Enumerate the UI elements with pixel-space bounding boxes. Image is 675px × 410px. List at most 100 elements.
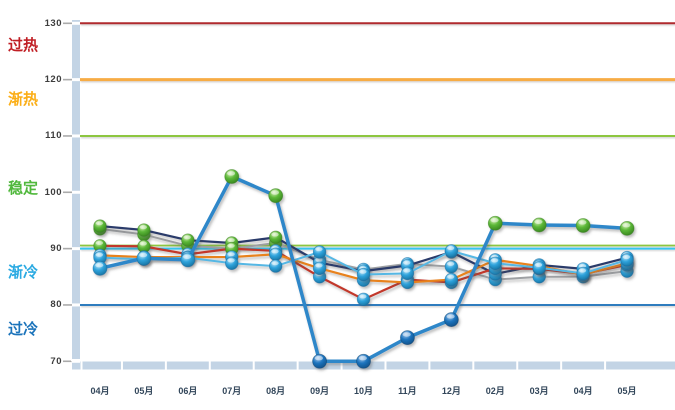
x-axis-band (72, 361, 675, 370)
marker-gloss (315, 247, 323, 252)
y-band-gap (72, 134, 80, 138)
data-series-layer (92, 169, 635, 369)
zone-label: 渐冷 (8, 263, 39, 281)
marker-gloss (227, 171, 236, 176)
y-tick-mark (63, 304, 72, 306)
zone-label: 稳定 (8, 179, 39, 197)
x-tick-label-4: 08月 (266, 386, 286, 396)
y-tick-mark (63, 191, 72, 194)
marker-gloss (447, 246, 455, 251)
x-tick-label-3: 07月 (222, 386, 242, 396)
x-band-gap (208, 361, 211, 370)
marker-gloss (622, 255, 631, 260)
zone-label: 过冷 (8, 320, 39, 338)
x-band-gap (340, 361, 343, 370)
marker-gloss (95, 262, 104, 268)
marker-gloss (578, 220, 587, 225)
marker-gloss (359, 294, 367, 299)
y-tick-label-120: 120 (44, 74, 62, 86)
marker-gloss (578, 268, 587, 273)
x-band-gap (604, 361, 607, 370)
marker-gloss (95, 252, 104, 257)
series-lightblue-index (93, 244, 634, 282)
marker-gloss (359, 269, 367, 274)
corner-gap (71, 359, 81, 362)
marker-gloss (271, 232, 279, 237)
marker-gloss (315, 257, 323, 262)
marker-gloss (403, 260, 411, 265)
x-band-gap (384, 361, 387, 370)
marker-gloss (358, 355, 367, 361)
y-tick-mark (63, 360, 72, 363)
x-tick-label-10: 03月 (529, 386, 549, 396)
x-tick-label-5: 09月 (310, 386, 330, 396)
marker-gloss (490, 217, 499, 223)
x-band-gap (516, 361, 519, 370)
marker-gloss (183, 254, 192, 259)
marker-gloss (447, 274, 455, 279)
marker-gloss (227, 238, 235, 243)
y-tick-label-110: 110 (45, 130, 62, 142)
y-tick-label-130: 130 (44, 17, 62, 29)
marker-gloss (622, 222, 631, 228)
marker-gloss (534, 262, 543, 267)
marker-gloss (446, 314, 455, 319)
x-band-gap (164, 361, 167, 370)
marker-gloss (139, 252, 148, 258)
y-axis-band (72, 20, 80, 359)
y-band-gap (72, 190, 80, 194)
y-band-gap (72, 247, 80, 251)
marker-gloss (227, 243, 235, 248)
y-tick-mark (63, 78, 72, 81)
x-tick-label-11: 04月 (573, 386, 593, 396)
y-tick-label-100: 100 (44, 186, 62, 198)
marker-gloss (271, 249, 279, 254)
series-main-climate-index (92, 169, 635, 369)
y-tick-label-90: 90 (50, 243, 62, 255)
x-tick-label-7: 11月 (398, 386, 417, 396)
y-tick-mark (63, 22, 72, 25)
y-band-gap (72, 303, 80, 307)
y-tick-mark (63, 135, 72, 137)
marker-gloss (402, 332, 411, 337)
y-tick-mark (63, 247, 72, 250)
x-band-gap (296, 361, 299, 370)
marker-gloss (95, 221, 104, 226)
zone-boundary-lines (80, 22, 675, 306)
marker-gloss (183, 235, 191, 240)
zone-label: 渐热 (8, 91, 39, 109)
marker-gloss (534, 219, 543, 225)
axis-bands (63, 20, 675, 370)
x-band-gap (560, 361, 563, 370)
y-tick-label-80: 80 (50, 299, 62, 311)
marker-gloss (315, 263, 323, 268)
marker-gloss (447, 261, 455, 266)
y-band-gap (72, 78, 80, 82)
y-band-gap (72, 21, 80, 25)
x-tick-label-6: 10月 (354, 386, 374, 396)
x-tick-label-2: 06月 (178, 386, 198, 396)
marker-gloss (270, 190, 280, 195)
marker-gloss (227, 258, 235, 263)
marker-gloss (139, 225, 147, 230)
marker-gloss (227, 252, 235, 257)
x-tick-label-1: 05月 (134, 386, 154, 396)
x-tick-label-0: 04月 (90, 386, 110, 396)
marker-gloss (95, 240, 104, 245)
marker-gloss (403, 268, 411, 273)
zone-label: 过热 (8, 36, 39, 54)
x-band-gap (252, 361, 255, 370)
x-band-gap (120, 361, 123, 370)
y-tick-label-70: 70 (50, 355, 62, 367)
x-band-gap (80, 361, 83, 370)
x-band-gap (428, 361, 431, 370)
marker-gloss (314, 355, 323, 361)
x-band-gap (472, 361, 475, 370)
x-tick-label-9: 02月 (485, 386, 505, 396)
marker-gloss (139, 241, 147, 246)
x-tick-label-12: 05月 (617, 386, 637, 396)
x-tick-label-8: 12月 (441, 386, 461, 396)
marker-gloss (490, 258, 499, 263)
